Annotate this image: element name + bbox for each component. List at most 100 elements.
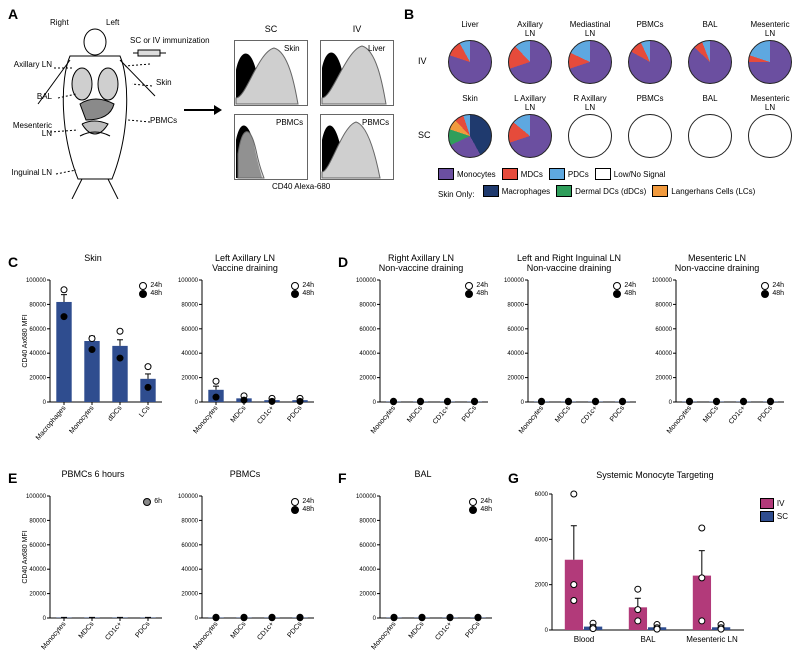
- label-bal: BAL: [16, 92, 52, 101]
- pie-title: Skin: [440, 94, 500, 103]
- svg-text:100000: 100000: [178, 494, 199, 500]
- svg-text:0: 0: [195, 400, 199, 406]
- data-point: [699, 618, 705, 624]
- data-point: [61, 314, 67, 320]
- tp-label: 48h: [150, 290, 162, 298]
- timepoint-legend: 24h48h: [291, 498, 314, 514]
- svg-text:60000: 60000: [359, 543, 376, 549]
- label-skin: Skin: [156, 78, 172, 87]
- pie-chart: [568, 40, 612, 84]
- svg-text:20000: 20000: [29, 376, 46, 382]
- tp-label: 48h: [624, 290, 636, 298]
- svg-text:60000: 60000: [181, 327, 198, 333]
- svg-text:PDCs: PDCs: [286, 620, 303, 639]
- legend-label: Dermal DCs (dDCs): [575, 187, 646, 196]
- svg-text:100000: 100000: [652, 278, 673, 284]
- pie-chart: [688, 40, 732, 84]
- svg-text:40000: 40000: [29, 567, 46, 573]
- data-point: [213, 378, 219, 384]
- label-sc-iv: SC or IV immunization: [130, 36, 210, 45]
- panel-e-label: E: [8, 470, 17, 486]
- svg-text:0: 0: [545, 628, 549, 634]
- tp-label: 24h: [302, 282, 314, 290]
- timepoint-legend: 24h48h: [469, 498, 492, 514]
- legend-label: SC: [777, 512, 788, 521]
- svg-text:Monocytes: Monocytes: [370, 620, 397, 651]
- svg-text:MDCs: MDCs: [554, 404, 572, 424]
- tp-label: 48h: [302, 506, 314, 514]
- panel-e-plots: PBMCs 6 hours020000400006000080000100000…: [20, 470, 320, 660]
- svg-text:80000: 80000: [29, 518, 46, 524]
- timepoint-legend: 24h48h: [465, 282, 488, 298]
- svg-text:PDCs: PDCs: [286, 404, 303, 423]
- tp-label: 24h: [624, 282, 636, 290]
- svg-text:20000: 20000: [507, 376, 524, 382]
- pie-row-label-sc: SC: [418, 130, 431, 140]
- legend-item: MDCs: [502, 168, 543, 180]
- svg-text:0: 0: [43, 400, 47, 406]
- panel-d-label: D: [338, 254, 348, 270]
- arrow-icon: [182, 100, 222, 120]
- tp-label: 24h: [476, 282, 488, 290]
- bar-plot: PBMCs 6 hours020000400006000080000100000…: [20, 470, 166, 660]
- svg-text:MDCs: MDCs: [408, 620, 426, 640]
- panel-b-label: B: [404, 6, 414, 22]
- svg-text:CD1c+: CD1c+: [104, 621, 123, 642]
- svg-text:100000: 100000: [26, 278, 47, 284]
- svg-text:40000: 40000: [655, 351, 672, 357]
- data-point: [117, 328, 123, 334]
- tp-label: 48h: [302, 290, 314, 298]
- bar-plot: Right Axillary LNNon-vaccine draining020…: [350, 254, 492, 444]
- svg-text:PDCs: PDCs: [134, 620, 151, 639]
- legend-label: PDCs: [568, 170, 589, 179]
- svg-text:MDCs: MDCs: [230, 620, 248, 640]
- pie-title: MesentericLN: [740, 20, 800, 38]
- hist-label-liver: Liver: [368, 44, 385, 53]
- svg-text:40000: 40000: [359, 351, 376, 357]
- legend-item: Low/No Signal: [595, 168, 666, 180]
- svg-text:80000: 80000: [181, 302, 198, 308]
- svg-text:0: 0: [195, 616, 199, 622]
- svg-text:0: 0: [521, 400, 525, 406]
- tp-label: 24h: [480, 498, 492, 506]
- svg-text:PDCs: PDCs: [461, 404, 478, 423]
- tp-label: 24h: [150, 282, 162, 290]
- tp-label: 48h: [480, 506, 492, 514]
- svg-text:0: 0: [373, 400, 377, 406]
- pie-title: MesentericLN: [740, 94, 800, 112]
- pie-chart: [508, 40, 552, 84]
- svg-text:100000: 100000: [356, 278, 377, 284]
- pie-title: R AxillaryLN: [560, 94, 620, 112]
- svg-text:80000: 80000: [507, 302, 524, 308]
- hist-col-sc: SC: [236, 24, 306, 34]
- legend-label: MDCs: [521, 170, 543, 179]
- data-point: [718, 626, 724, 632]
- svg-text:CD1c+: CD1c+: [434, 621, 453, 642]
- tp-label: 24h: [302, 498, 314, 506]
- svg-text:100000: 100000: [178, 278, 199, 284]
- bar-plot: Mesenteric LNNon-vaccine draining0200004…: [646, 254, 788, 444]
- data-point: [635, 586, 641, 592]
- panel-f-label: F: [338, 470, 347, 486]
- pie-row-label-iv: IV: [418, 56, 427, 66]
- svg-text:100000: 100000: [356, 494, 377, 500]
- svg-text:CD40 Ax680 MFI: CD40 Ax680 MFI: [22, 530, 29, 583]
- bar-plot: Skin020000400006000080000100000CD40 Ax68…: [20, 254, 166, 444]
- svg-text:60000: 60000: [29, 543, 46, 549]
- figure-root: A: [0, 0, 800, 668]
- svg-text:80000: 80000: [655, 302, 672, 308]
- data-point: [699, 575, 705, 581]
- svg-text:MDCs: MDCs: [78, 620, 96, 640]
- svg-text:60000: 60000: [507, 327, 524, 333]
- svg-text:PDCs: PDCs: [609, 404, 626, 423]
- hist-label-skin: Skin: [284, 44, 300, 53]
- pie-chart: [508, 114, 552, 158]
- svg-text:20000: 20000: [359, 376, 376, 382]
- data-point: [635, 607, 641, 613]
- pie-chart: [748, 40, 792, 84]
- tp-label: 48h: [772, 290, 784, 298]
- svg-text:80000: 80000: [359, 518, 376, 524]
- data-point: [571, 598, 577, 604]
- svg-text:Blood: Blood: [574, 635, 594, 644]
- timepoint-legend: 24h48h: [761, 282, 784, 298]
